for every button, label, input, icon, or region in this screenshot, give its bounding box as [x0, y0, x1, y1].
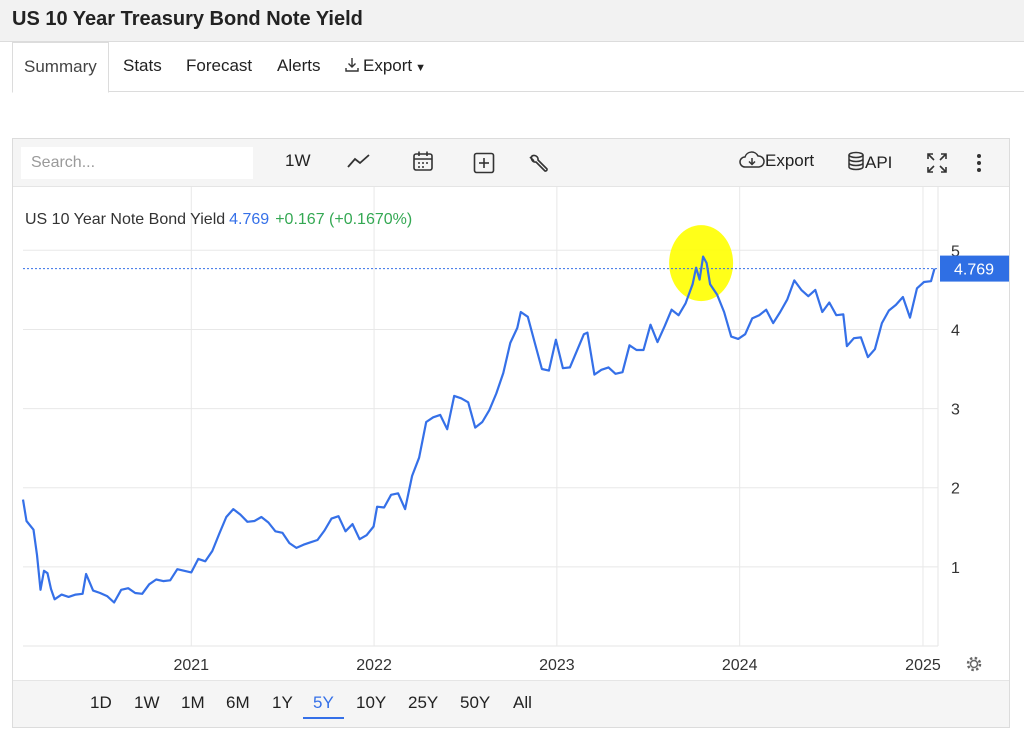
y-tick-label: 2 — [951, 481, 960, 498]
tab-bar: Summary Stats Forecast Alerts Export ▼ — [12, 42, 1024, 93]
x-tick-label: 2023 — [539, 657, 575, 674]
x-tick-label: 2024 — [722, 657, 758, 674]
y-tick-label: 3 — [951, 402, 960, 419]
tab-stats-label: Stats — [123, 56, 162, 75]
range-button-all[interactable]: All — [513, 693, 532, 713]
tab-stats[interactable]: Stats — [123, 42, 162, 92]
range-label: 25Y — [408, 693, 439, 712]
tab-summary[interactable]: Summary — [12, 42, 109, 93]
y-tick-label: 4 — [951, 322, 960, 339]
search-input[interactable] — [21, 147, 253, 179]
range-label: 1M — [181, 693, 205, 712]
more-vertical-icon[interactable] — [975, 153, 983, 173]
caret-down-icon: ▼ — [415, 62, 427, 74]
range-button-1m[interactable]: 1M — [181, 693, 205, 713]
y-tick-label: 5 — [951, 243, 960, 260]
cloud-download-icon — [739, 151, 765, 169]
range-button-50y[interactable]: 50Y — [460, 693, 490, 713]
download-icon — [344, 44, 360, 92]
x-tick-label: 2022 — [356, 657, 392, 674]
plus-square-icon[interactable] — [473, 152, 495, 174]
range-label: 1W — [134, 693, 160, 712]
legend-change: +0.167 (+0.1670%) — [275, 211, 413, 228]
page-title: US 10 Year Treasury Bond Note Yield — [12, 8, 363, 30]
range-label: 10Y — [356, 693, 387, 712]
interval-label: 1W — [285, 151, 311, 170]
range-label: 6M — [226, 693, 250, 712]
chart-legend: US 10 Year Note Bond Yield 4.769 +0.167 (+… — [25, 211, 412, 229]
tab-forecast[interactable]: Forecast — [186, 42, 252, 92]
tab-alerts-label: Alerts — [277, 56, 321, 75]
calendar-icon[interactable] — [412, 150, 434, 172]
database-icon — [847, 151, 865, 171]
chart-plot: 1 2 3 4 5 2021 2022 2023 2024 2025 4.769 — [21, 187, 1009, 674]
wrench-icon[interactable] — [527, 153, 549, 175]
tab-export-label: Export — [363, 56, 413, 75]
range-label: 50Y — [460, 693, 491, 712]
line-chart-icon[interactable] — [347, 153, 371, 169]
last-value-badge — [940, 255, 1009, 282]
range-button-1w[interactable]: 1W — [134, 693, 160, 713]
chart-toolbar: 1W Export API — [13, 139, 1009, 187]
page-header: US 10 Year Treasury Bond Note Yield — [0, 0, 1024, 42]
api-button[interactable]: API — [847, 151, 892, 173]
tab-export[interactable]: Export ▼ — [344, 42, 426, 92]
x-tick-label: 2025 — [905, 657, 941, 674]
range-label: 1D — [90, 693, 112, 712]
x-tick-label: 2021 — [173, 657, 209, 674]
export-button[interactable]: Export — [739, 151, 814, 171]
range-button-10y[interactable]: 10Y — [356, 693, 386, 713]
range-button-25y[interactable]: 25Y — [408, 693, 438, 713]
last-value-label: 4.769 — [954, 262, 994, 279]
range-button-5y[interactable]: 5Y — [303, 693, 344, 719]
export-label: Export — [765, 151, 815, 170]
fullscreen-icon[interactable] — [926, 152, 948, 174]
api-label: API — [865, 153, 893, 172]
range-label: 1Y — [272, 693, 293, 712]
tab-forecast-label: Forecast — [186, 56, 253, 75]
legend-price: 4.769 — [229, 211, 270, 228]
range-label: All — [513, 693, 532, 712]
gear-icon[interactable] — [966, 656, 982, 672]
tab-summary-label: Summary — [24, 57, 97, 76]
range-button-1y[interactable]: 1Y — [272, 693, 293, 713]
legend-series-name: US 10 Year Note Bond Yield — [25, 211, 226, 228]
range-button-1d[interactable]: 1D — [90, 693, 112, 713]
tab-alerts[interactable]: Alerts — [277, 42, 320, 92]
range-label: 5Y — [313, 693, 334, 712]
interval-button[interactable]: 1W — [285, 151, 311, 171]
y-tick-label: 1 — [951, 560, 960, 577]
range-selector: 1D 1W 1M 6M 1Y 5Y 10Y 25Y 50Y All — [13, 680, 1009, 727]
range-button-6m[interactable]: 6M — [226, 693, 250, 713]
series-line — [21, 255, 936, 604]
